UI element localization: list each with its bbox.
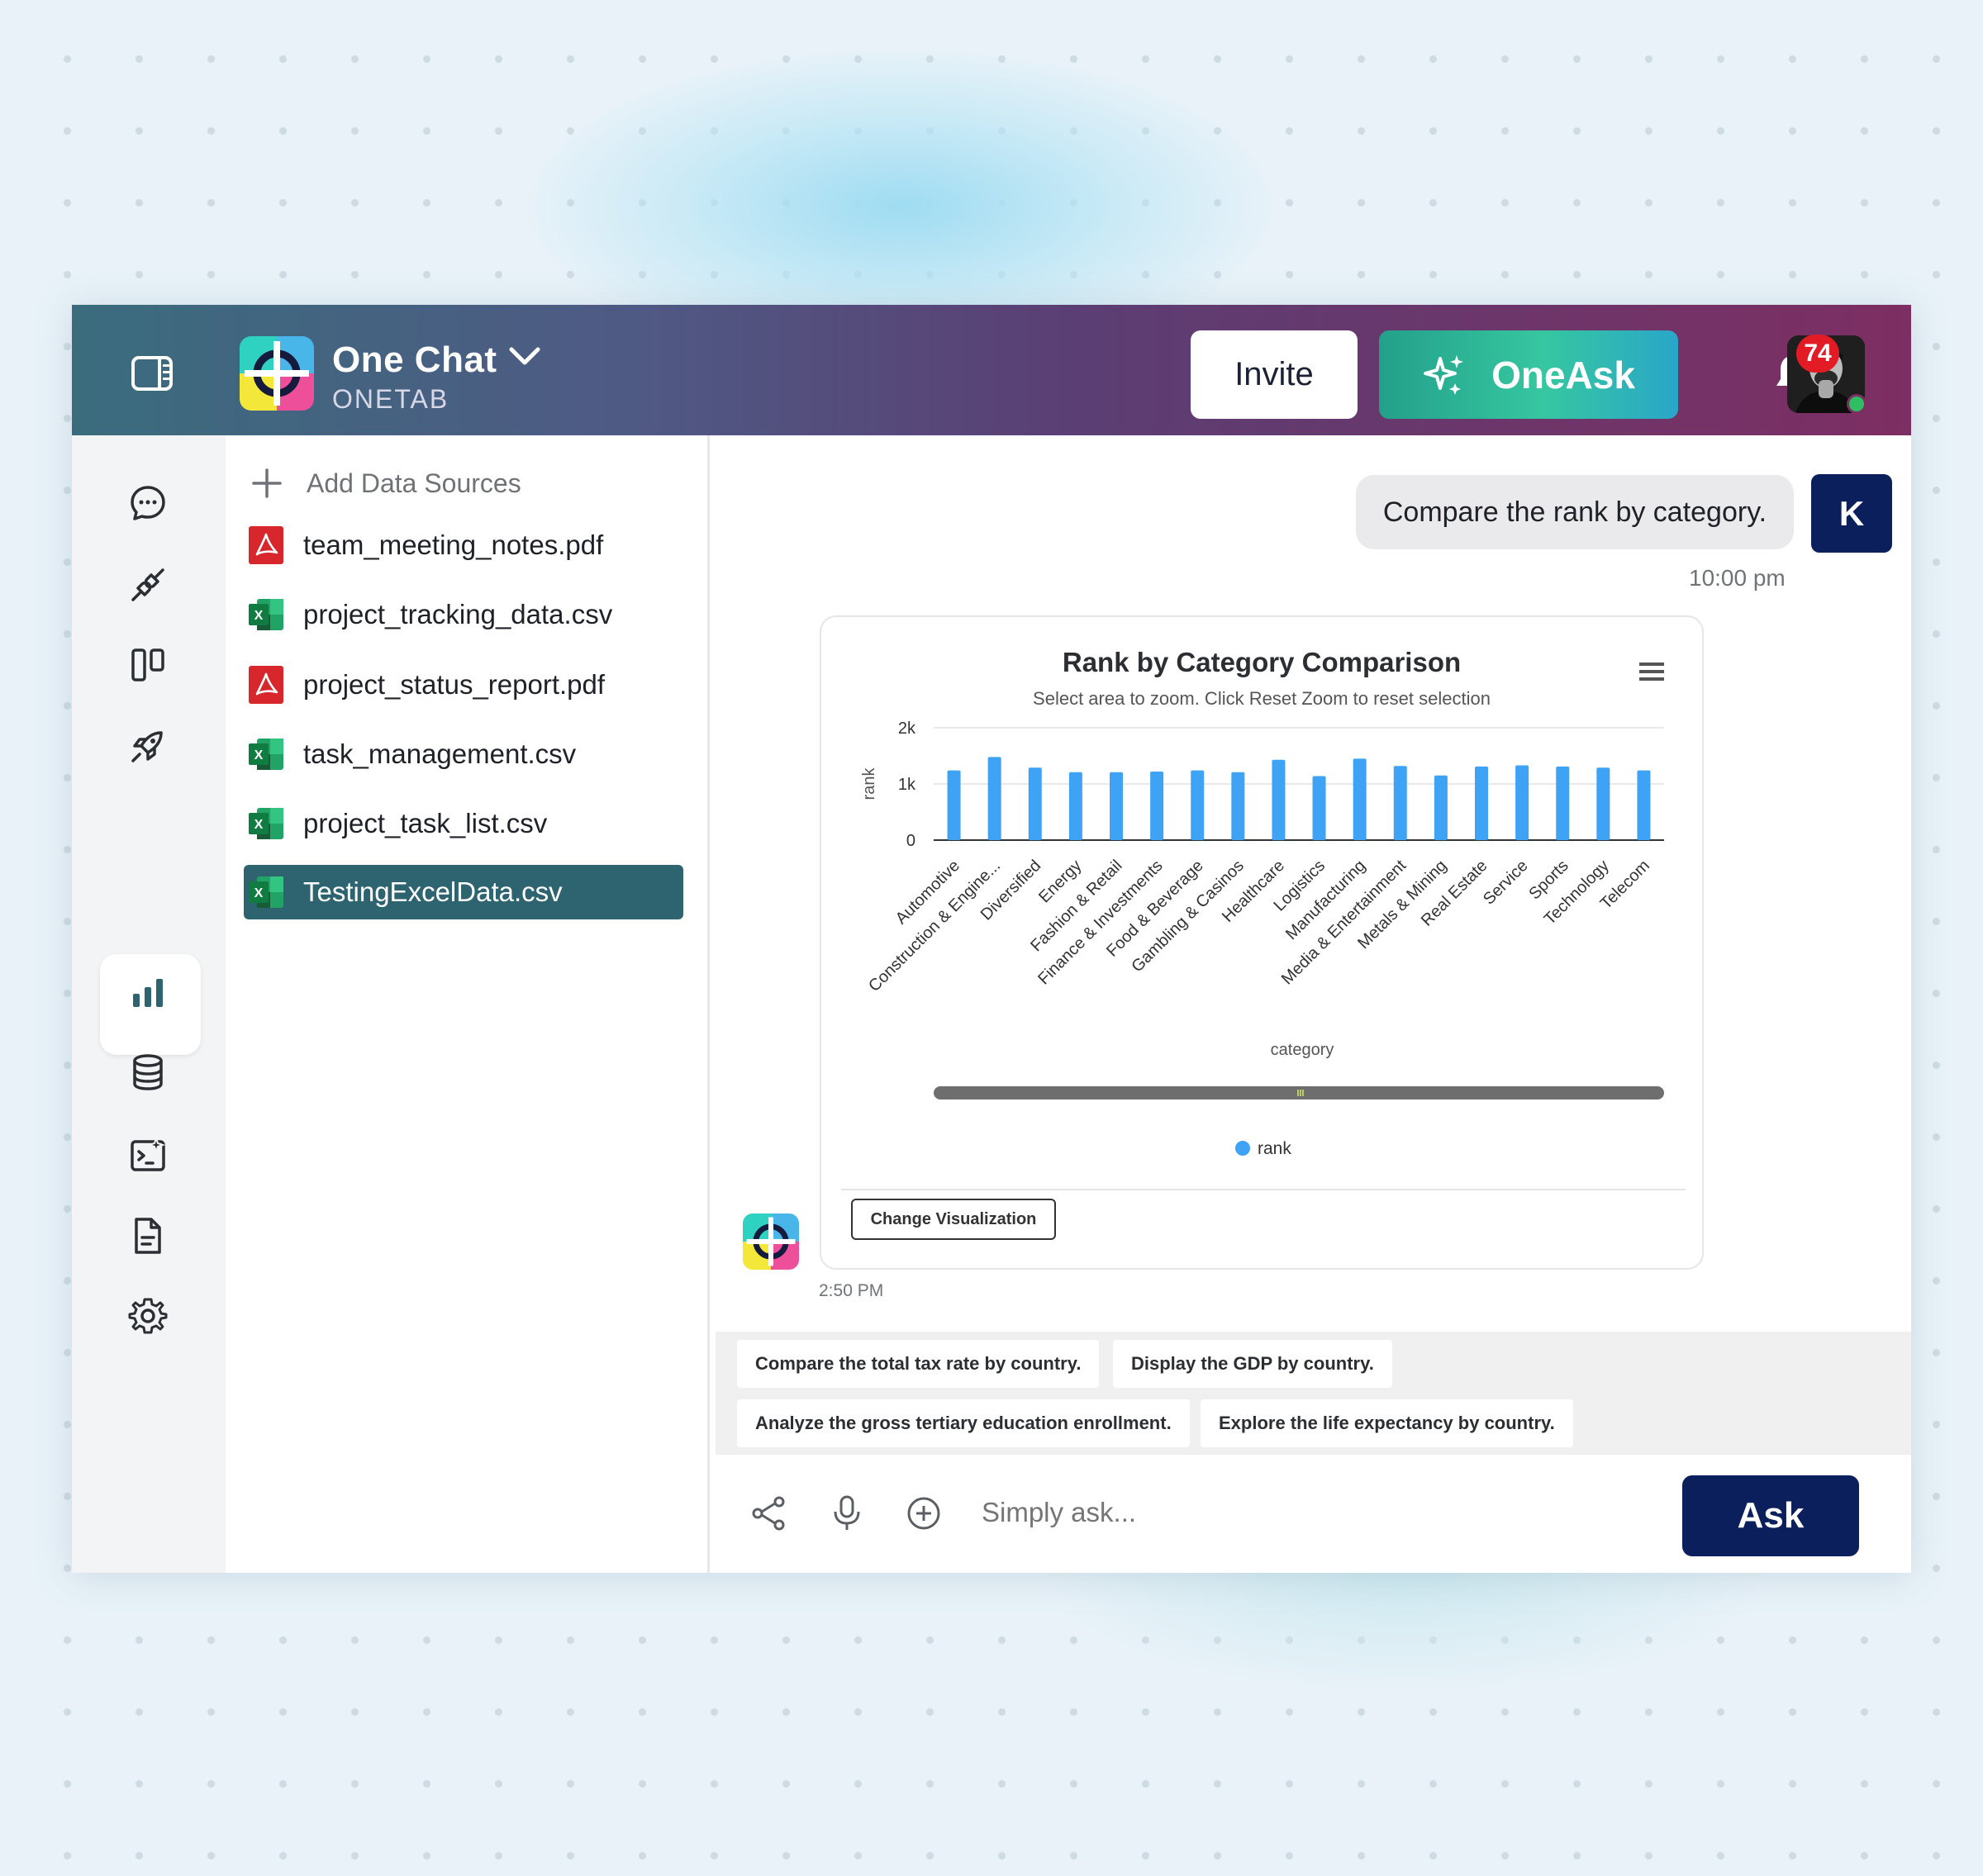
oneask-button[interactable]: OneAsk (1379, 330, 1678, 419)
file-item[interactable]: X task_management.csv (244, 727, 683, 781)
bar (1150, 772, 1164, 840)
plus-icon (252, 468, 282, 498)
bar (1515, 765, 1529, 840)
rail-rounded-top (72, 435, 226, 485)
bar (1110, 772, 1123, 840)
user-initial-avatar: K (1811, 474, 1892, 553)
board-icon[interactable] (128, 645, 168, 685)
pdf-file-icon (249, 666, 283, 704)
user-message-time: 10:00 pm (1689, 565, 1786, 591)
file-name: project_status_report.pdf (303, 669, 606, 700)
suggestion-chip[interactable]: Analyze the gross tertiary education enr… (737, 1399, 1190, 1447)
excel-file-icon: X (249, 599, 283, 630)
rocket-icon[interactable] (128, 726, 168, 766)
file-name: project_task_list.csv (303, 808, 548, 838)
y-axis-label: rank (860, 767, 878, 800)
bar (1637, 770, 1651, 840)
suggestion-chip[interactable]: Compare the total tax rate by country. (737, 1340, 1100, 1388)
x-tick-label: Service (1480, 857, 1532, 909)
bar (1272, 759, 1286, 840)
share-icon[interactable] (751, 1495, 787, 1532)
ai-terminal-icon[interactable] (128, 1135, 168, 1175)
svg-text:X: X (254, 818, 264, 832)
onetab-logo (240, 336, 314, 411)
settings-icon[interactable] (128, 1296, 168, 1336)
online-status-icon (1847, 394, 1866, 414)
file-name: task_management.csv (303, 739, 577, 769)
bar (1475, 766, 1488, 840)
x-axis-label: category (1271, 1041, 1334, 1059)
y-tick-label: 1k (898, 776, 916, 794)
data-sources-panel: Add Data Sources team_meeting_notes.pdf … (226, 435, 710, 1573)
excel-file-icon: X (249, 808, 283, 839)
svg-text:X: X (254, 609, 264, 623)
integrations-icon[interactable] (128, 565, 168, 605)
database-icon[interactable] (128, 1052, 168, 1092)
user-message-bubble: Compare the rank by category. (1356, 475, 1794, 549)
bar (1393, 766, 1407, 840)
pdf-file-icon (249, 526, 283, 564)
chart-subtitle: Select area to zoom. Click Reset Zoom to… (1033, 688, 1491, 709)
bar (1191, 770, 1205, 840)
bar (1434, 775, 1448, 840)
file-name: project_tracking_data.csv (303, 599, 613, 629)
add-data-sources-button[interactable]: Add Data Sources (250, 467, 521, 500)
ask-button[interactable]: Ask (1682, 1475, 1859, 1556)
file-name: team_meeting_notes.pdf (303, 530, 604, 560)
chat-icon[interactable] (128, 483, 168, 523)
file-item[interactable]: X project_task_list.csv (244, 796, 683, 851)
bar (1353, 758, 1367, 840)
excel-file-icon: X (249, 876, 283, 908)
suggestion-chip[interactable]: Display the GDP by country. (1113, 1340, 1392, 1388)
invite-button[interactable]: Invite (1191, 330, 1358, 419)
left-rail (72, 435, 226, 1573)
file-item[interactable]: project_status_report.pdf (244, 658, 683, 712)
chart-menu-icon[interactable] (1639, 663, 1664, 685)
bar (1596, 767, 1610, 840)
oneask-label: OneAsk (1491, 353, 1635, 397)
file-item[interactable]: X project_tracking_data.csv (244, 587, 683, 642)
analytics-icon[interactable] (128, 974, 168, 1014)
notification-badge: 74 (1796, 335, 1839, 373)
file-item-selected[interactable]: X TestingExcelData.csv (244, 865, 683, 919)
bar (1231, 772, 1245, 840)
microphone-icon[interactable] (829, 1494, 865, 1533)
change-visualization-button[interactable]: Change Visualization (851, 1199, 1056, 1240)
bar (1556, 766, 1570, 840)
bar (1312, 776, 1326, 840)
svg-text:X: X (254, 886, 264, 900)
chart-title: Rank by Category Comparison (1062, 647, 1462, 677)
y-tick-label: 0 (906, 832, 915, 850)
excel-file-icon: X (249, 739, 283, 770)
card-divider (841, 1189, 1686, 1190)
bot-logo (743, 1213, 799, 1270)
add-attachment-icon[interactable] (906, 1495, 942, 1532)
bar (1028, 767, 1042, 840)
suggestions-area: Compare the total tax rate by country. D… (716, 1332, 1911, 1454)
app-title[interactable]: One Chat (332, 340, 497, 380)
ask-input[interactable] (982, 1497, 1560, 1528)
sparkle-icon (1424, 354, 1464, 395)
app-subtitle: ONETAB (332, 384, 449, 414)
bar (1068, 772, 1082, 840)
document-icon[interactable] (128, 1216, 168, 1256)
file-name: TestingExcelData.csv (303, 876, 563, 907)
svg-text:X: X (254, 748, 264, 762)
bot-message-time: 2:50 PM (819, 1281, 884, 1300)
chevron-down-icon[interactable] (508, 344, 541, 369)
legend-marker (1235, 1141, 1250, 1156)
zoom-scrollbar (934, 1086, 1664, 1099)
y-tick-label: 2k (898, 720, 916, 738)
chart-card: Rank by Category Comparison Select area … (820, 615, 1704, 1270)
suggestion-chip[interactable]: Explore the life expectancy by country. (1201, 1399, 1573, 1447)
sidebar-toggle-icon[interactable] (131, 356, 173, 391)
bar (947, 770, 961, 840)
bar (987, 757, 1001, 840)
file-item[interactable]: team_meeting_notes.pdf (244, 518, 683, 572)
legend-label: rank (1258, 1139, 1291, 1158)
add-data-sources-label: Add Data Sources (307, 468, 521, 498)
top-bar: One Chat ONETAB Invite OneAsk (72, 305, 1911, 435)
